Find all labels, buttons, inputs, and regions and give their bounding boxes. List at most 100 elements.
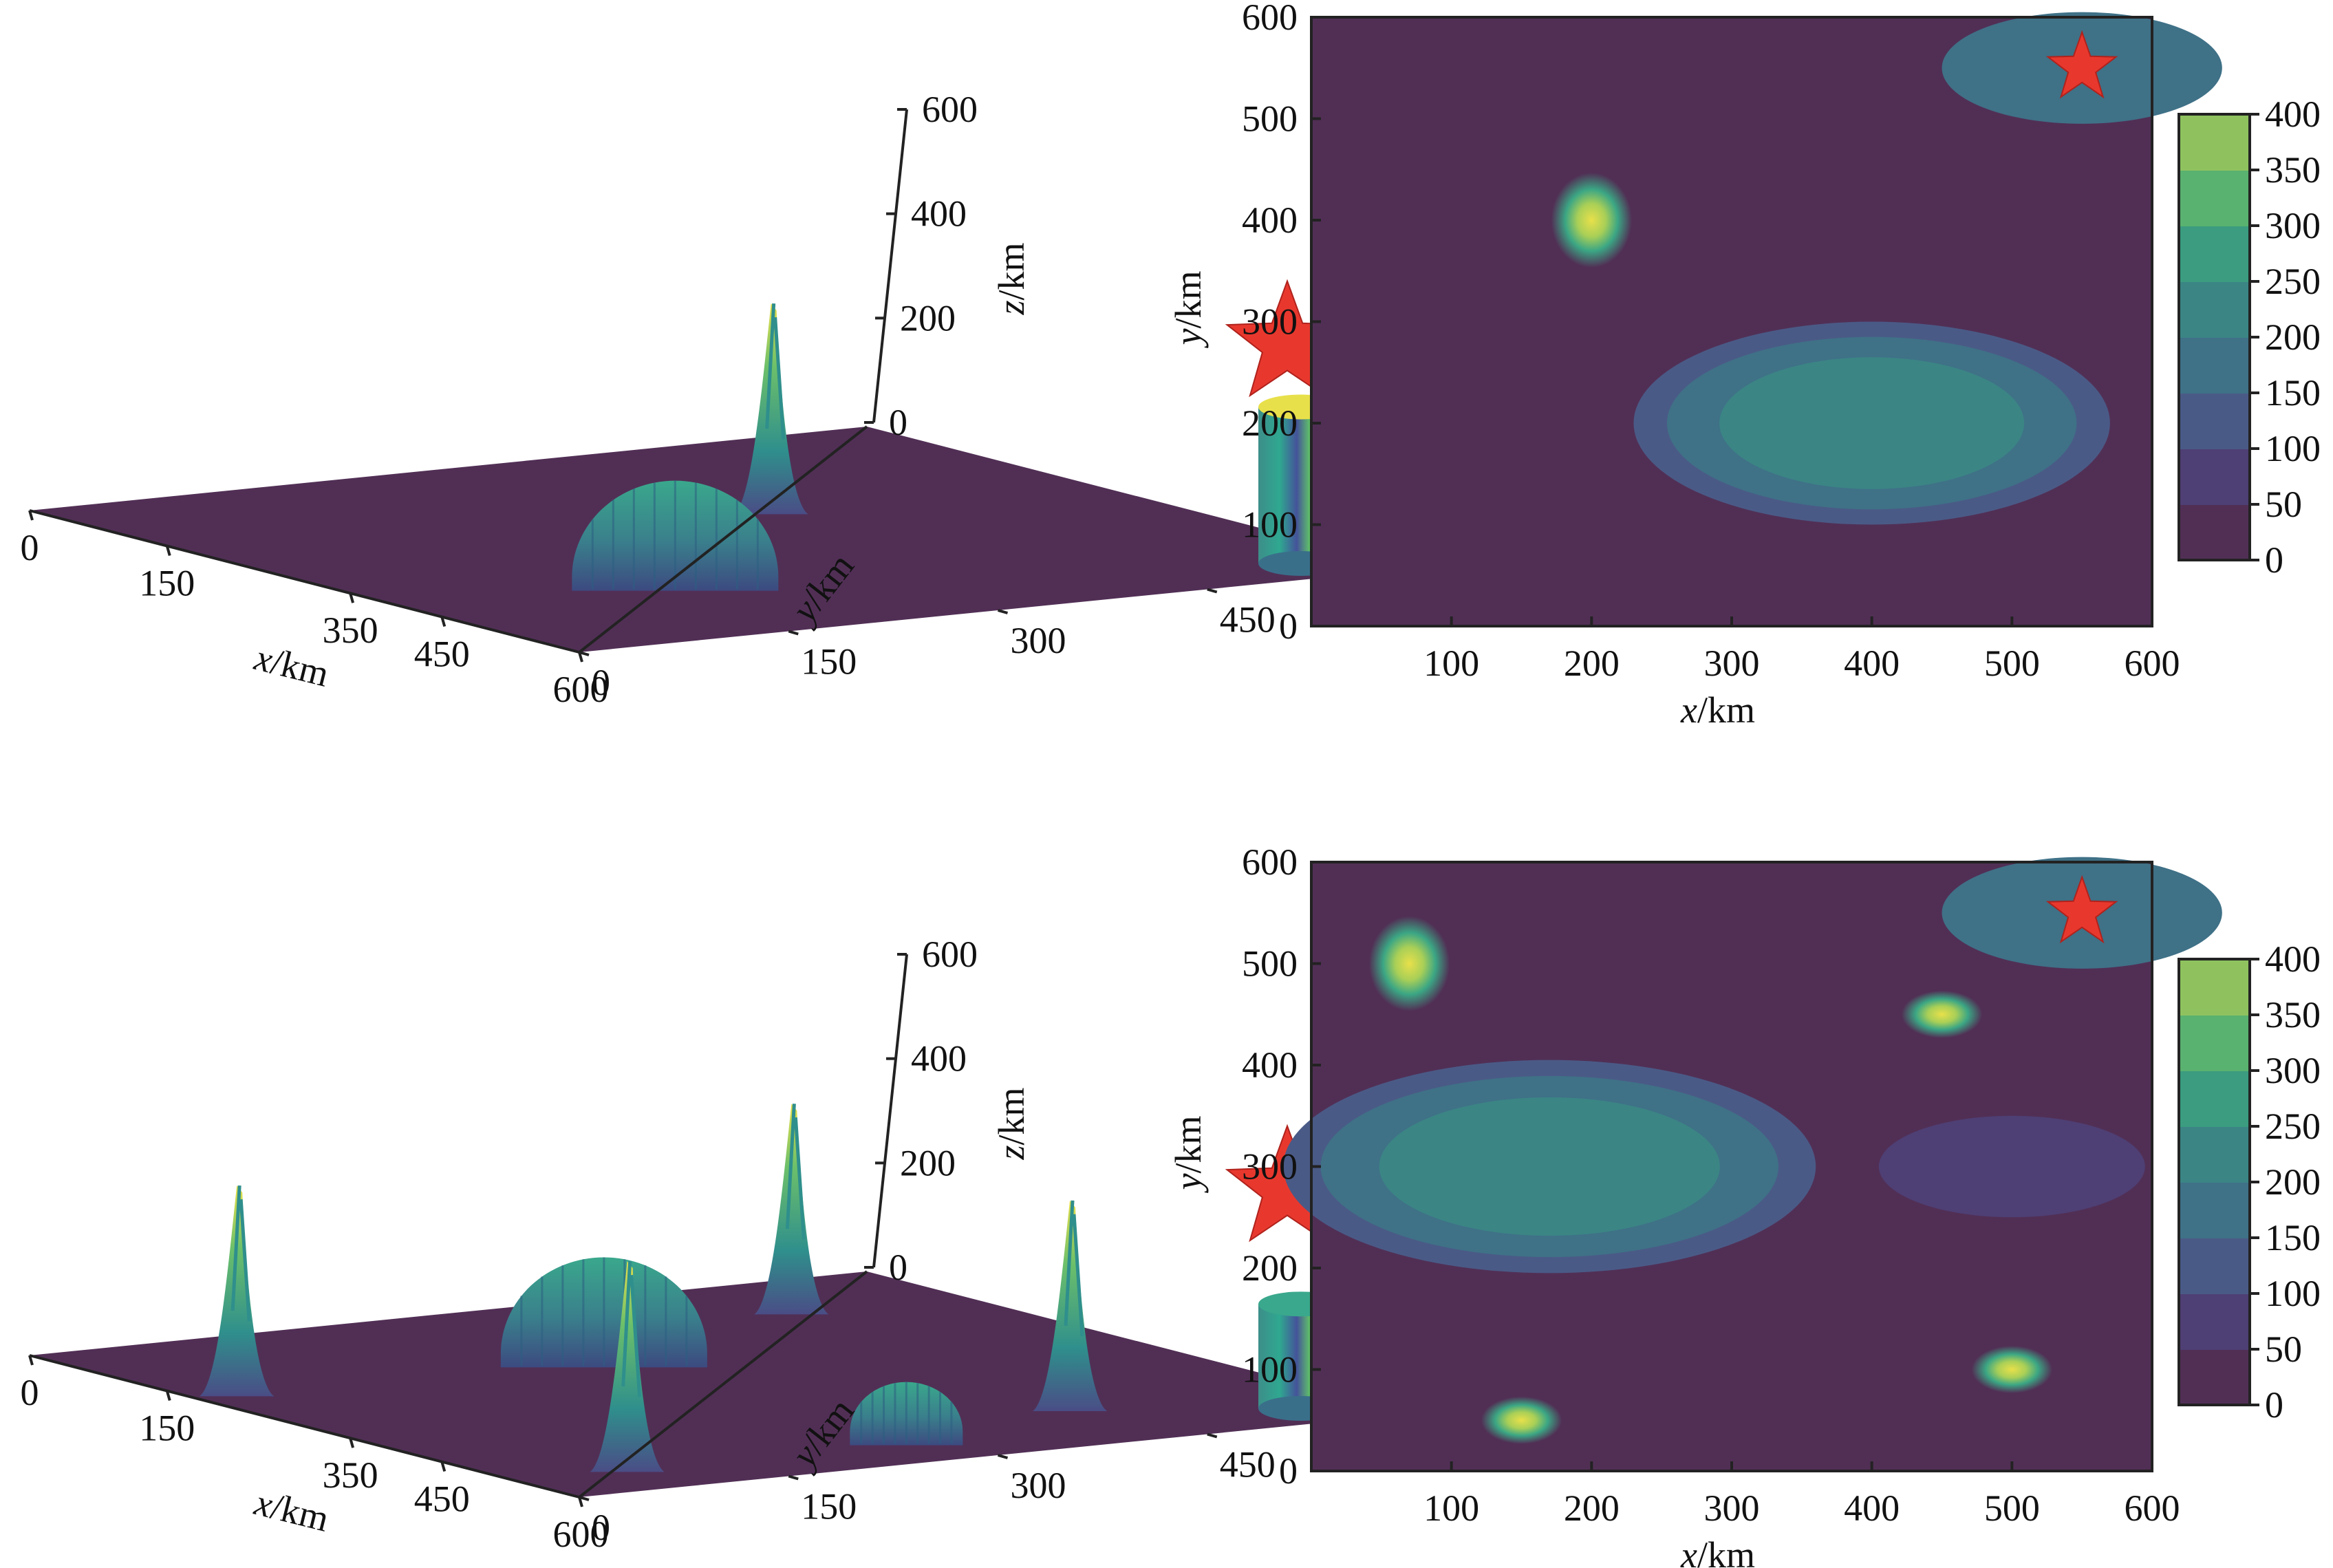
colorbar-tick-label: 0 xyxy=(2265,1384,2283,1426)
colorbar-segment xyxy=(2179,1349,2250,1406)
x-tick-label: 400 xyxy=(1844,1488,1900,1529)
colorbar-segment xyxy=(2179,449,2250,505)
colorbar-tick-label: 300 xyxy=(2265,1050,2321,1091)
x-tick-label: 500 xyxy=(1984,643,2040,684)
y-tick-label: 300 xyxy=(1011,620,1066,661)
x-tick-mark xyxy=(28,510,34,521)
colorbar-segment xyxy=(2179,281,2250,338)
plot-area xyxy=(1311,17,2152,626)
x-tick-label: 600 xyxy=(2125,1488,2180,1529)
x-axis-label: x/km xyxy=(250,1481,333,1540)
x-tick-mark xyxy=(578,1496,583,1507)
colorbar-segment xyxy=(2179,226,2250,282)
peak-ridge xyxy=(1064,1200,1084,1337)
z-tick-label: 0 xyxy=(889,1247,907,1288)
x-tick-label: 350 xyxy=(323,610,378,651)
colorbar-tick-label: 400 xyxy=(2265,938,2321,980)
z-axis-label: z/km xyxy=(991,1087,1032,1160)
peak-region xyxy=(1901,990,1983,1038)
colorbar-segment xyxy=(2179,1071,2250,1127)
y-tick-label: 300 xyxy=(1011,1465,1066,1506)
x-tick-label: 200 xyxy=(1564,1488,1620,1529)
x-tick-label: 450 xyxy=(414,1479,470,1520)
dome-region-inner xyxy=(1379,1097,1720,1236)
x-tick-label: 400 xyxy=(1844,643,1900,684)
z-tick-label: 400 xyxy=(911,193,967,235)
x-axis-label: x/km xyxy=(1680,1534,1755,1568)
colorbar-tick-label: 250 xyxy=(2265,1106,2321,1147)
x-tick-label: 350 xyxy=(323,1454,378,1496)
z-axis-line xyxy=(872,954,908,1268)
colorbar-tick-label: 350 xyxy=(2265,149,2321,191)
z-axis-label: z/km xyxy=(991,242,1032,315)
x-tick-label: 600 xyxy=(2125,643,2180,684)
colorbar-tick-label: 100 xyxy=(2265,1273,2321,1314)
y-tick-mark xyxy=(1207,588,1218,594)
x-tick-label: 500 xyxy=(1984,1488,2040,1529)
y-tick-mark xyxy=(579,651,590,656)
x-tick-label: 150 xyxy=(139,563,195,604)
x-tick-mark xyxy=(349,1437,355,1448)
y-axis-label: y/km xyxy=(1168,1116,1209,1194)
colorbar-tick-label: 150 xyxy=(2265,1217,2321,1258)
x-tick-label: 300 xyxy=(1704,1488,1760,1529)
y-tick-label: 200 xyxy=(1242,402,1298,444)
colorbar-tick-label: 0 xyxy=(2265,539,2283,581)
x-axis-line xyxy=(29,1354,580,1499)
y-tick-mark xyxy=(997,1454,1009,1459)
peak-ridge xyxy=(785,1104,806,1240)
colorbar-tick-label: 50 xyxy=(2265,1329,2302,1370)
y-tick-label: 0 xyxy=(592,662,610,703)
colorbar-tick-label: 350 xyxy=(2265,994,2321,1035)
colorbar-segment xyxy=(2179,1015,2250,1071)
colorbar-tick-label: 100 xyxy=(2265,428,2321,469)
contour-plot-bottom: 100 200 300 400 500 6000100200300400500600x/k… xyxy=(1168,841,2321,1568)
y-tick-label: 450 xyxy=(1220,1444,1276,1485)
x-tick-label: 450 xyxy=(414,634,470,675)
y-tick-label: 0 xyxy=(592,1507,610,1548)
z-axis-line xyxy=(872,109,908,423)
target-star xyxy=(2045,30,2118,99)
x-tick-mark xyxy=(165,1390,171,1401)
peak-obstacle xyxy=(733,303,808,515)
colorbar-segment xyxy=(2179,959,2250,1016)
z-tick-label: 200 xyxy=(900,1142,956,1183)
x-tick-label: 300 xyxy=(1704,643,1760,684)
x-tick-mark xyxy=(349,592,355,603)
z-tick-label: 400 xyxy=(911,1038,967,1080)
x-tick-mark xyxy=(578,652,583,663)
colorbar-tick-label: 250 xyxy=(2265,261,2321,302)
surface-plot-top: 015035045060001503004506000200400600x/km… xyxy=(21,89,1485,710)
colorbar-tick-label: 400 xyxy=(2265,94,2321,135)
colorbar-tick-label: 50 xyxy=(2265,484,2302,525)
x-axis-label: x/km xyxy=(250,636,333,695)
x-tick-label: 100 xyxy=(1423,1488,1479,1529)
colorbar-segment xyxy=(2179,114,2250,171)
y-tick-label: 300 xyxy=(1242,301,1298,343)
z-tick-label: 600 xyxy=(922,934,978,975)
y-axis-line xyxy=(578,425,868,654)
x-tick-label: 0 xyxy=(21,1372,39,1413)
peak-region xyxy=(1551,172,1632,268)
y-tick-label: 500 xyxy=(1242,98,1298,140)
peak-ridge xyxy=(230,1185,251,1322)
colorbar-tick-label: 300 xyxy=(2265,205,2321,246)
peak-obstacle xyxy=(754,1104,829,1315)
peak-region xyxy=(1971,1345,2052,1394)
peak-obstacle xyxy=(200,1185,275,1397)
y-axis-line xyxy=(578,1270,868,1499)
x-tick-mark xyxy=(28,1355,34,1366)
y-tick-label: 0 xyxy=(1279,1450,1298,1492)
colorbar-tick-label: 200 xyxy=(2265,316,2321,358)
y-tick-mark xyxy=(997,609,1009,614)
colorbar-segment xyxy=(2179,393,2250,449)
y-tick-label: 150 xyxy=(801,641,857,683)
y-tick-label: 150 xyxy=(801,1486,857,1527)
target-star xyxy=(2045,874,2118,944)
y-tick-mark xyxy=(1207,1432,1218,1439)
colorbar-tick-label: 150 xyxy=(2265,372,2321,414)
colorbar-segment xyxy=(2179,504,2250,561)
z-tick-label: 0 xyxy=(889,402,907,443)
colorbar-segment xyxy=(2179,1182,2250,1238)
